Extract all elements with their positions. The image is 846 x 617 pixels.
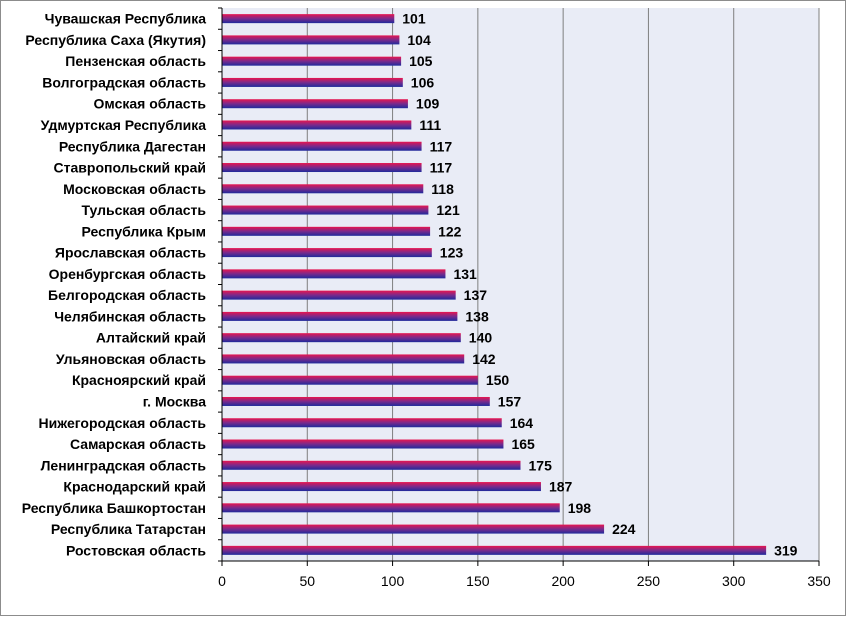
x-tick-label: 100 — [381, 573, 405, 589]
value-label: 150 — [486, 372, 510, 388]
category-label: Оренбургская область — [49, 266, 207, 282]
value-label: 165 — [511, 436, 535, 452]
value-label: 106 — [411, 74, 435, 90]
bar — [222, 163, 422, 173]
value-label: 157 — [498, 393, 522, 409]
category-label: Республика Башкортостан — [22, 500, 206, 516]
bar — [222, 14, 395, 24]
category-label: Московская область — [63, 181, 206, 197]
category-label: Удмуртская Республика — [41, 117, 207, 133]
value-label: 140 — [469, 330, 493, 346]
bar — [222, 141, 422, 151]
value-label: 224 — [612, 521, 636, 537]
bar — [222, 460, 521, 470]
x-tick-label: 350 — [807, 573, 831, 589]
category-label: Пензенская область — [65, 53, 206, 69]
bar — [222, 375, 478, 385]
bar — [222, 418, 502, 428]
value-label: 121 — [436, 202, 460, 218]
bar — [222, 35, 400, 45]
axes — [218, 7, 820, 566]
category-label: Ставропольский край — [54, 160, 206, 176]
category-label: Республика Дагестан — [59, 138, 206, 154]
category-label: Волгоградская область — [42, 74, 206, 90]
bar — [222, 333, 461, 343]
bar — [222, 77, 403, 87]
x-tick-label: 200 — [551, 573, 575, 589]
category-label: Челябинская область — [54, 308, 206, 324]
value-label: 319 — [774, 542, 798, 558]
value-label: 118 — [431, 181, 454, 197]
bars — [222, 14, 767, 555]
category-label: Чувашская Республика — [45, 11, 207, 27]
value-label: 111 — [419, 117, 441, 133]
bar — [222, 226, 431, 236]
bar — [222, 482, 541, 492]
bar — [222, 311, 458, 321]
bar — [222, 503, 560, 513]
bar — [222, 56, 402, 66]
value-label: 122 — [438, 223, 462, 239]
value-label: 117 — [430, 138, 453, 154]
bar — [222, 99, 408, 109]
bar — [222, 269, 446, 279]
bar — [222, 354, 465, 364]
bar — [222, 120, 412, 130]
value-label: 101 — [402, 11, 426, 27]
value-label: 187 — [549, 479, 573, 495]
bar — [222, 184, 424, 194]
value-label: 138 — [465, 308, 489, 324]
value-label: 109 — [416, 96, 440, 112]
category-label: Ростовская область — [66, 542, 206, 558]
bar — [222, 396, 490, 406]
value-label: 137 — [464, 287, 488, 303]
category-labels: Чувашская Республика Республика Саха (Яку… — [22, 11, 207, 559]
value-label: 117 — [430, 160, 453, 176]
category-label: Тульская область — [81, 202, 206, 218]
category-label: г. Москва — [143, 393, 206, 409]
category-label: Ярославская область — [55, 245, 207, 261]
bar — [222, 290, 456, 300]
category-label: Белгородская область — [48, 287, 206, 303]
category-label: Самарская область — [70, 436, 206, 452]
value-label: 123 — [440, 245, 464, 261]
x-tick-label: 0 — [218, 573, 226, 589]
x-tick-label: 50 — [299, 573, 315, 589]
value-label: 142 — [472, 351, 496, 367]
value-label: 175 — [529, 457, 553, 473]
category-label: Республика Саха (Якутия) — [25, 32, 206, 48]
value-label: 164 — [510, 415, 534, 431]
value-label: 104 — [407, 32, 431, 48]
bar — [222, 439, 504, 449]
category-label: Республика Татарстан — [51, 521, 206, 537]
x-tick-labels: 0 50 100 150 200 250 300 350 — [218, 573, 831, 589]
value-labels: 101 104 105 106 109 111 117 117 118 121 122 123 131 1… — [402, 11, 797, 559]
x-tick-label: 250 — [637, 573, 661, 589]
plot-area — [222, 8, 819, 561]
category-label: Нижегородская область — [39, 415, 207, 431]
bar — [222, 545, 767, 555]
category-label: Омская область — [94, 96, 207, 112]
bar — [222, 205, 429, 215]
value-label: 105 — [409, 53, 433, 69]
bar — [222, 248, 432, 258]
category-label: Республика Крым — [81, 223, 206, 239]
x-tick-label: 300 — [722, 573, 746, 589]
category-label: Ленинградская область — [41, 457, 207, 473]
x-tick-label: 150 — [466, 573, 490, 589]
category-label: Алтайский край — [96, 330, 206, 346]
category-label: Ульяновская область — [56, 351, 207, 367]
value-label: 198 — [568, 500, 592, 516]
value-label: 131 — [453, 266, 477, 282]
category-label: Краснодарский край — [63, 479, 206, 495]
bar — [222, 524, 605, 534]
category-label: Красноярский край — [72, 372, 206, 388]
